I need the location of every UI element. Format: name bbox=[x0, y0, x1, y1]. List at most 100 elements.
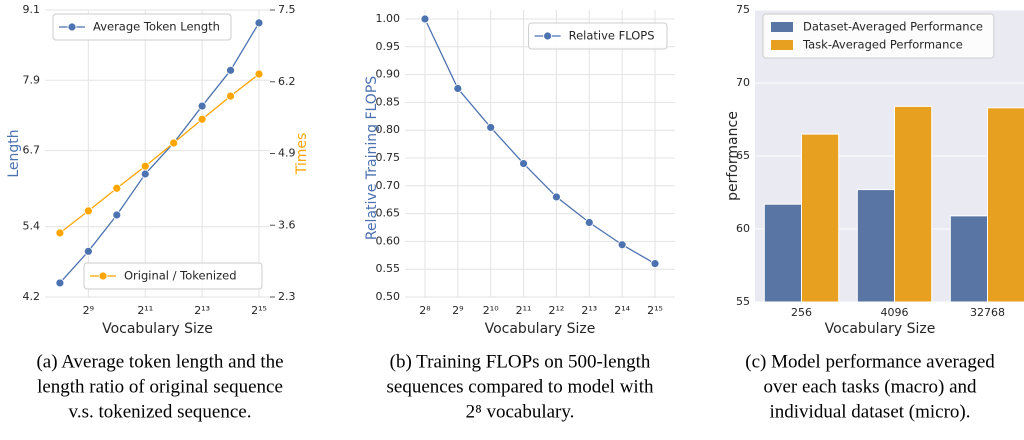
y2-tick-label: 3.6 bbox=[278, 218, 296, 231]
legend-label: Original / Tokenized bbox=[124, 269, 237, 283]
y-tick-label: 60 bbox=[736, 222, 750, 235]
caption: (b) Training FLOPs on 500-length bbox=[390, 351, 651, 372]
line bbox=[424, 18, 656, 265]
legend-label: Average Token Length bbox=[93, 20, 220, 34]
legend-label: Dataset-Averaged Performance bbox=[803, 20, 983, 34]
x-tick-label: 2⁸ bbox=[419, 304, 431, 317]
y-axis-label: Length bbox=[6, 129, 22, 177]
x-axis-label: Vocabulary Size bbox=[102, 321, 213, 337]
y-tick-label: 4.2 bbox=[23, 290, 41, 303]
marker bbox=[83, 206, 93, 216]
marker bbox=[486, 123, 496, 132]
marker bbox=[453, 84, 463, 93]
legend-label: Task-Averaged Performance bbox=[802, 38, 963, 52]
y2-tick-label: 6.2 bbox=[278, 75, 296, 88]
legend-label: Relative FLOPS bbox=[569, 29, 655, 43]
marker bbox=[226, 91, 235, 101]
y-tick-label: 6.7 bbox=[23, 144, 41, 157]
y2-tick-label: 2.3 bbox=[278, 290, 296, 303]
legend-swatch bbox=[771, 22, 793, 32]
y-tick-label: 0.85 bbox=[376, 95, 401, 108]
x-axis-label: Vocabulary Size bbox=[825, 321, 936, 337]
x-tick-label: 2¹⁵ bbox=[251, 304, 267, 317]
marker bbox=[112, 210, 122, 220]
y-tick-label: 9.1 bbox=[23, 3, 41, 16]
marker bbox=[112, 183, 122, 193]
x-tick-label: 2¹¹ bbox=[516, 304, 532, 317]
caption: individual dataset (micro). bbox=[769, 401, 970, 422]
y-tick-label: 65 bbox=[736, 149, 750, 162]
caption: (c) Model performance averaged bbox=[745, 351, 995, 372]
marker bbox=[650, 259, 660, 269]
marker bbox=[226, 65, 235, 75]
legend-box bbox=[762, 13, 995, 59]
line bbox=[59, 73, 260, 234]
marker bbox=[254, 18, 264, 28]
caption: (a) Average token length and the bbox=[36, 351, 283, 372]
x-axis-label: Vocabulary Size bbox=[485, 321, 596, 337]
marker bbox=[420, 14, 430, 24]
y-tick-label: 55 bbox=[736, 295, 750, 308]
marker bbox=[55, 278, 65, 288]
y-axis-label: Relative Training FLOPS bbox=[364, 76, 380, 240]
y-tick-label: 0.80 bbox=[376, 123, 401, 136]
y-tick-label: 0.55 bbox=[376, 262, 401, 275]
caption: sequences compared to model with bbox=[387, 376, 654, 397]
x-tick-label: 2¹³ bbox=[194, 304, 210, 317]
y-tick-label: 75 bbox=[736, 3, 750, 16]
y2-tick-label: 4.9 bbox=[278, 147, 296, 160]
y-tick-label: 0.65 bbox=[376, 207, 401, 220]
legend-box bbox=[83, 262, 263, 290]
x-tick-label: 2¹⁵ bbox=[647, 304, 663, 317]
bar bbox=[987, 107, 1024, 303]
y-axis-label: performance bbox=[725, 111, 741, 201]
y-tick-label: 0.75 bbox=[376, 151, 401, 164]
y-tick-label: 70 bbox=[736, 76, 750, 89]
y2-tick-label: 7.5 bbox=[278, 3, 296, 16]
x-tick-label: 2⁹ bbox=[452, 304, 463, 317]
y-tick-label: 0.70 bbox=[376, 179, 401, 192]
marker bbox=[140, 161, 150, 171]
marker bbox=[169, 138, 179, 148]
y-tick-label: 0.90 bbox=[376, 68, 401, 81]
marker bbox=[254, 69, 264, 79]
x-tick-label: 2¹⁰ bbox=[483, 304, 499, 317]
bar bbox=[894, 105, 933, 303]
caption: v.s. tokenized sequence. bbox=[69, 401, 252, 422]
x-tick-label: 2¹³ bbox=[581, 304, 597, 317]
y2-axis-label: Times bbox=[294, 133, 310, 176]
legend-box bbox=[52, 13, 232, 41]
x-tick-label: 2¹¹ bbox=[137, 304, 153, 317]
marker bbox=[519, 159, 528, 168]
legend-box bbox=[528, 22, 668, 50]
y-tick-label: 0.50 bbox=[376, 290, 401, 303]
caption: 2⁸ vocabulary. bbox=[466, 401, 575, 422]
marker bbox=[55, 228, 65, 238]
marker bbox=[584, 218, 594, 227]
x-tick-label: 2⁹ bbox=[83, 304, 94, 317]
y-tick-label: 5.4 bbox=[23, 220, 41, 233]
y-tick-label: 7.9 bbox=[23, 73, 41, 86]
legend-marker bbox=[543, 31, 552, 41]
legend-swatch bbox=[771, 40, 793, 50]
marker bbox=[83, 246, 93, 256]
y-tick-label: 0.60 bbox=[376, 234, 401, 247]
x-tick-label: 256 bbox=[791, 306, 812, 319]
bar bbox=[949, 215, 988, 303]
legend-marker bbox=[98, 271, 108, 281]
marker bbox=[197, 114, 207, 124]
bar bbox=[763, 203, 802, 303]
bar bbox=[856, 189, 895, 303]
caption: length ratio of original sequence bbox=[37, 376, 283, 397]
caption: over each tasks (macro) and bbox=[763, 376, 977, 397]
x-tick-label: 4096 bbox=[881, 306, 909, 319]
bar bbox=[801, 133, 840, 303]
marker bbox=[552, 192, 561, 202]
y-tick-label: 1.00 bbox=[376, 12, 401, 25]
marker bbox=[617, 240, 627, 250]
x-tick-label: 32768 bbox=[970, 306, 1005, 319]
marker bbox=[140, 169, 150, 179]
x-tick-label: 2¹² bbox=[549, 304, 565, 317]
